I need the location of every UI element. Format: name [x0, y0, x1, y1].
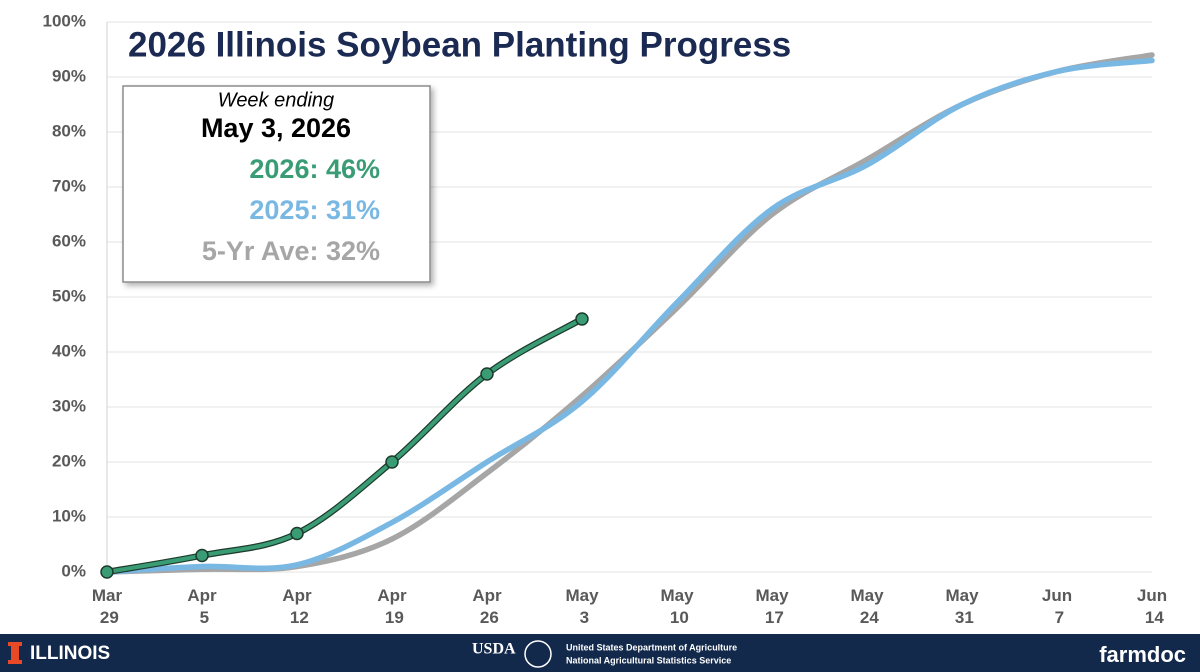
footer-bar [0, 634, 1200, 672]
marker [100, 565, 114, 579]
callout-row: 5-Yr Ave: 32% [202, 236, 380, 266]
y-tick-label: 50% [52, 286, 86, 305]
marker [575, 312, 589, 326]
y-tick-label: 20% [52, 451, 86, 470]
x-tick-label: May 10 [660, 586, 694, 627]
marker [385, 455, 399, 469]
x-tick-label: Apr 26 [472, 586, 502, 627]
usda-logo: USDA [472, 641, 516, 658]
y-tick-label: 60% [52, 231, 86, 250]
y-tick-label: 40% [52, 341, 86, 360]
chart-title: 2026 Illinois Soybean Planting Progress [128, 25, 791, 64]
y-tick-label: 100% [43, 11, 86, 30]
x-tick-label: Mar 29 [92, 586, 123, 627]
x-tick-label: Apr 5 [187, 586, 217, 627]
marker [290, 526, 304, 541]
callout-row: 2025: 31% [249, 195, 380, 225]
footer-right: farmdoc [1099, 642, 1186, 667]
marker [480, 367, 494, 381]
nass-seal [524, 640, 552, 668]
marker [195, 548, 209, 563]
x-tick-label: Jun 7 [1042, 586, 1072, 627]
x-tick-label: May 3 [565, 586, 599, 627]
x-tick-label: Jun 14 [1137, 586, 1167, 627]
x-tick-label: May 24 [850, 586, 884, 627]
callout-row: 2026: 46% [249, 154, 380, 184]
x-tick-label: Apr 12 [282, 586, 312, 627]
x-tick-label: May 31 [945, 586, 979, 627]
callout-date: May 3, 2026 [201, 113, 351, 143]
illinois-logo [8, 642, 22, 664]
y-tick-label: 10% [52, 506, 86, 525]
line [104, 57, 1155, 575]
footer-agency: United States Department of Agriculture [566, 642, 737, 652]
x-tick-label: May 17 [755, 586, 789, 627]
x-tick-label: Apr 19 [377, 586, 407, 627]
footer-left: ILLINOIS [30, 643, 110, 664]
y-tick-label: 0% [61, 561, 86, 580]
y-tick-label: 30% [52, 396, 86, 415]
callout-rows: 2026: 46% 2025: 31% 5-Yr Ave: 32% [202, 154, 380, 266]
y-tick-label: 70% [52, 176, 86, 195]
callout-box [122, 85, 431, 283]
callout-heading: Week ending [218, 89, 334, 111]
footer-service: National Agricultural Statistics Service [566, 655, 731, 665]
y-tick-label: 90% [52, 66, 86, 85]
lines [100, 52, 1155, 579]
y-tick-label: 80% [52, 121, 86, 140]
